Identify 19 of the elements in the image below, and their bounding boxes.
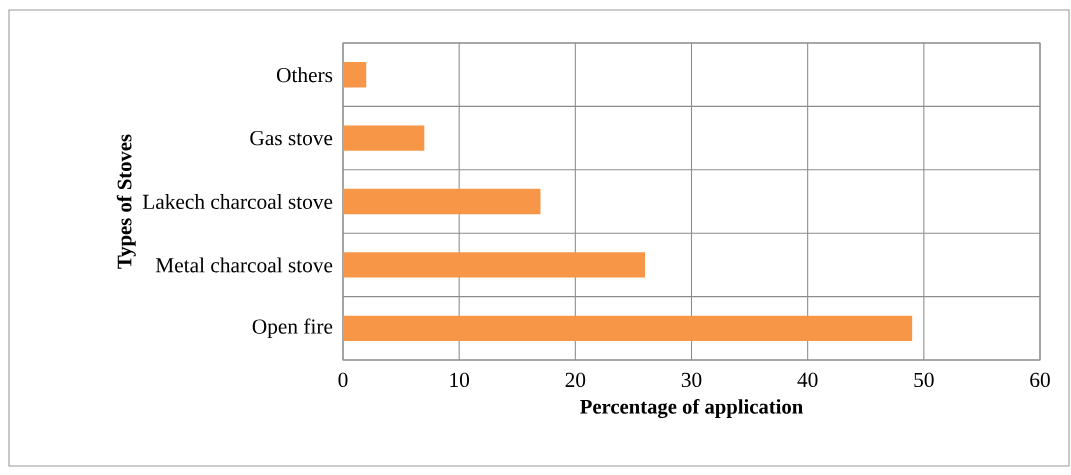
y-tick-label: Others <box>276 67 333 83</box>
x-tick-label: 60 <box>1030 372 1050 388</box>
x-tick-label: 30 <box>681 372 702 388</box>
y-tick-label: Open fire <box>252 318 333 339</box>
y-tick-label: Lakech charcoal stove <box>142 194 333 210</box>
bar <box>343 125 425 151</box>
y-tick-label: Metal charcoal stove <box>155 257 333 273</box>
y-tick-label: Gas stove <box>250 130 333 146</box>
x-axis-title: Percentage of application <box>580 398 803 419</box>
x-tick-label: 10 <box>450 372 470 388</box>
x-tick-label: 40 <box>797 372 818 388</box>
bar <box>343 62 367 88</box>
bar <box>343 252 646 278</box>
x-tick-label: 20 <box>565 372 586 388</box>
bar <box>343 315 913 341</box>
y-axis-title: Types of Stoves <box>116 134 136 269</box>
bar <box>343 188 541 215</box>
x-tick-label: 50 <box>914 372 934 388</box>
x-tick-label: 0 <box>338 372 348 388</box>
